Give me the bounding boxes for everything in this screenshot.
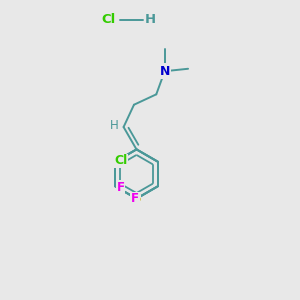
Text: S: S (132, 192, 141, 205)
Text: H: H (144, 13, 156, 26)
Text: Cl: Cl (114, 154, 127, 167)
Text: F: F (117, 181, 124, 194)
Text: H: H (110, 119, 119, 132)
Text: N: N (160, 65, 170, 78)
Text: F: F (131, 192, 139, 205)
Text: Cl: Cl (101, 13, 115, 26)
